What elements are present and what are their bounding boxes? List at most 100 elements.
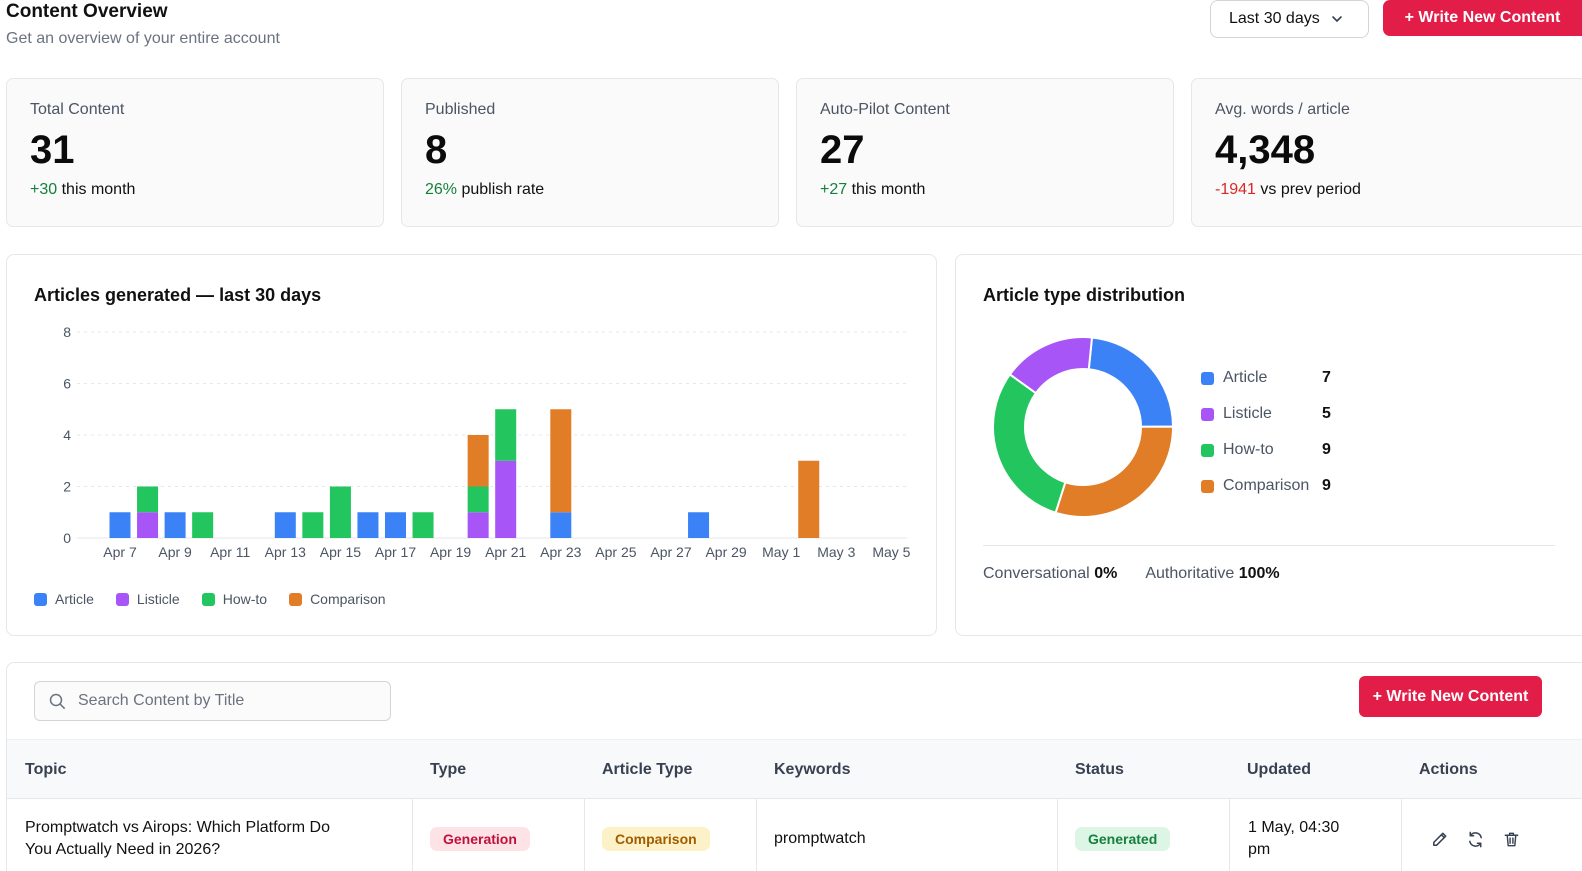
legend-swatch [34, 592, 47, 606]
search-icon [49, 693, 66, 710]
tone-label: Conversational [983, 565, 1090, 582]
stat-card-auto-pilot: Auto-Pilot Content 27 +27 this month [796, 78, 1174, 227]
type-badge: Generation [430, 827, 530, 851]
distribution-count: 5 [1322, 405, 1331, 422]
stat-delta: 26% [425, 181, 458, 198]
stat-suffix: this month [61, 181, 136, 198]
bar-segment-article[interactable] [274, 512, 296, 538]
bar-segment-article[interactable] [357, 512, 379, 538]
bar-segment-how-to[interactable] [329, 486, 351, 539]
table-header: Topic Type Article Type Keywords Status … [7, 739, 1582, 799]
bar-segment-comparison[interactable] [798, 460, 820, 538]
distribution-count: 9 [1322, 477, 1331, 494]
stat-label: Avg. words / article [1215, 101, 1350, 118]
cell-updated: 1 May, 04:30 pm [1229, 799, 1401, 871]
legend-swatch [1201, 443, 1214, 457]
donut-slice-listicle[interactable] [1008, 336, 1094, 395]
table-row[interactable]: Promptwatch vs Airops: Which Platform Do… [7, 799, 1582, 871]
bar-segment-article[interactable] [385, 512, 406, 538]
legend-swatch [115, 592, 129, 606]
tone-authoritative: Authoritative 100% [1145, 565, 1279, 583]
bar-segment-article[interactable] [164, 512, 186, 538]
column-header-keywords[interactable]: Keywords [774, 761, 851, 778]
x-tick-label: May 1 [762, 544, 800, 560]
distribution-panel: Article type distribution Article 7 Listi… [955, 254, 1582, 636]
bar-segment-listicle[interactable] [467, 512, 489, 538]
delete-icon[interactable] [1500, 828, 1522, 850]
stat-label: Auto-Pilot Content [820, 101, 950, 118]
stat-footnote: -1941 vs prev period [1215, 181, 1559, 199]
distribution-title: Article type distribution [983, 285, 1186, 305]
legend-swatch [1201, 479, 1214, 493]
search-box[interactable] [34, 681, 391, 721]
bar-segment-listicle[interactable] [137, 512, 159, 538]
bar-segment-how-to[interactable] [192, 512, 214, 538]
stat-label: Published [425, 101, 496, 118]
tone-value: 0% [1094, 565, 1118, 582]
stat-suffix: this month [851, 181, 926, 198]
regenerate-icon[interactable] [1464, 828, 1486, 850]
donut-slice-how-to[interactable] [992, 373, 1067, 514]
x-tick-label: Apr 27 [650, 544, 691, 560]
legend-swatch [289, 592, 303, 606]
y-tick-label: 6 [63, 376, 71, 392]
stat-card-published: Published 8 26% publish rate [401, 78, 779, 227]
bar-segment-how-to[interactable] [467, 486, 489, 513]
status-badge: Generated [1075, 827, 1171, 851]
legend-item-listicle[interactable]: Listicle [115, 591, 180, 607]
date-range-select[interactable]: Last 30 days [1210, 0, 1369, 38]
tone-summary: Conversational 0% Authoritative 100% [983, 565, 1280, 583]
bar-segment-article[interactable] [109, 512, 131, 538]
legend-item-how-to[interactable]: How-to [201, 591, 267, 607]
column-header-topic[interactable]: Topic [25, 761, 67, 778]
search-input[interactable] [78, 692, 368, 710]
write-new-content-button-table[interactable]: + Write New Content [1359, 676, 1542, 717]
stat-delta: +27 [820, 181, 848, 198]
bar-segment-comparison[interactable] [550, 409, 572, 513]
distribution-donut-chart [992, 336, 1175, 518]
legend-label: Comparison [310, 591, 386, 607]
column-header-type[interactable]: Type [430, 761, 467, 778]
legend-label: Article [55, 591, 94, 607]
stat-delta: -1941 [1215, 181, 1256, 198]
stat-suffix: publish rate [461, 181, 545, 198]
y-tick-label: 0 [63, 530, 71, 546]
legend-item-article[interactable]: Article [34, 591, 94, 607]
page-title: Content Overview [6, 1, 168, 22]
legend-swatch [1201, 371, 1214, 385]
write-new-content-button[interactable]: + Write New Content [1383, 0, 1582, 36]
column-header-status[interactable]: Status [1075, 761, 1124, 778]
x-tick-label: Apr 9 [158, 544, 192, 560]
stat-delta: +30 [30, 181, 58, 198]
donut-slice-comparison[interactable] [1054, 425, 1174, 518]
articles-chart-panel: Articles generated — last 30 days 0 2 4 6 8 A… [6, 254, 937, 636]
bar-segment-how-to[interactable] [495, 409, 517, 461]
column-header-updated[interactable]: Updated [1247, 761, 1311, 778]
chart-legend: Article Listicle How-to Comparison [34, 591, 386, 607]
bar-segment-article[interactable] [688, 512, 710, 538]
x-tick-label: May 3 [817, 544, 855, 560]
x-tick-label: May 5 [872, 544, 910, 560]
edit-icon[interactable] [1428, 828, 1450, 850]
column-header-article-type[interactable]: Article Type [602, 761, 693, 778]
articles-bar-chart: 0 2 4 6 8 Apr 7 Apr 9 Apr 11 Apr 13 Apr 15 Apr 17 A… [63, 324, 910, 560]
stat-card-avg-words: Avg. words / article 4,348 -1941 vs prev… [1191, 78, 1582, 227]
donut-slice-article[interactable] [1087, 336, 1175, 428]
bar-segment-listicle[interactable] [495, 460, 517, 538]
bar-segment-how-to[interactable] [137, 486, 159, 513]
legend-label: Listicle [136, 591, 180, 607]
legend-swatch [1201, 407, 1214, 421]
stat-footnote: +30 this month [30, 181, 360, 199]
x-tick-label: Apr 23 [540, 544, 581, 560]
distribution-row-comparison: Comparison 9 [1201, 468, 1351, 504]
bar-segment-comparison[interactable] [467, 435, 489, 487]
x-tick-label: Apr 21 [485, 544, 526, 560]
legend-item-comparison[interactable]: Comparison [289, 591, 386, 607]
row-actions [1428, 828, 1522, 850]
bar-segment-how-to[interactable] [412, 512, 434, 538]
bar-segment-article[interactable] [550, 512, 572, 538]
bar-segment-how-to[interactable] [302, 512, 324, 538]
stat-value: 4,348 [1215, 128, 1316, 172]
cell-topic[interactable]: Promptwatch vs Airops: Which Platform Do… [25, 819, 330, 858]
column-header-actions: Actions [1419, 761, 1478, 778]
